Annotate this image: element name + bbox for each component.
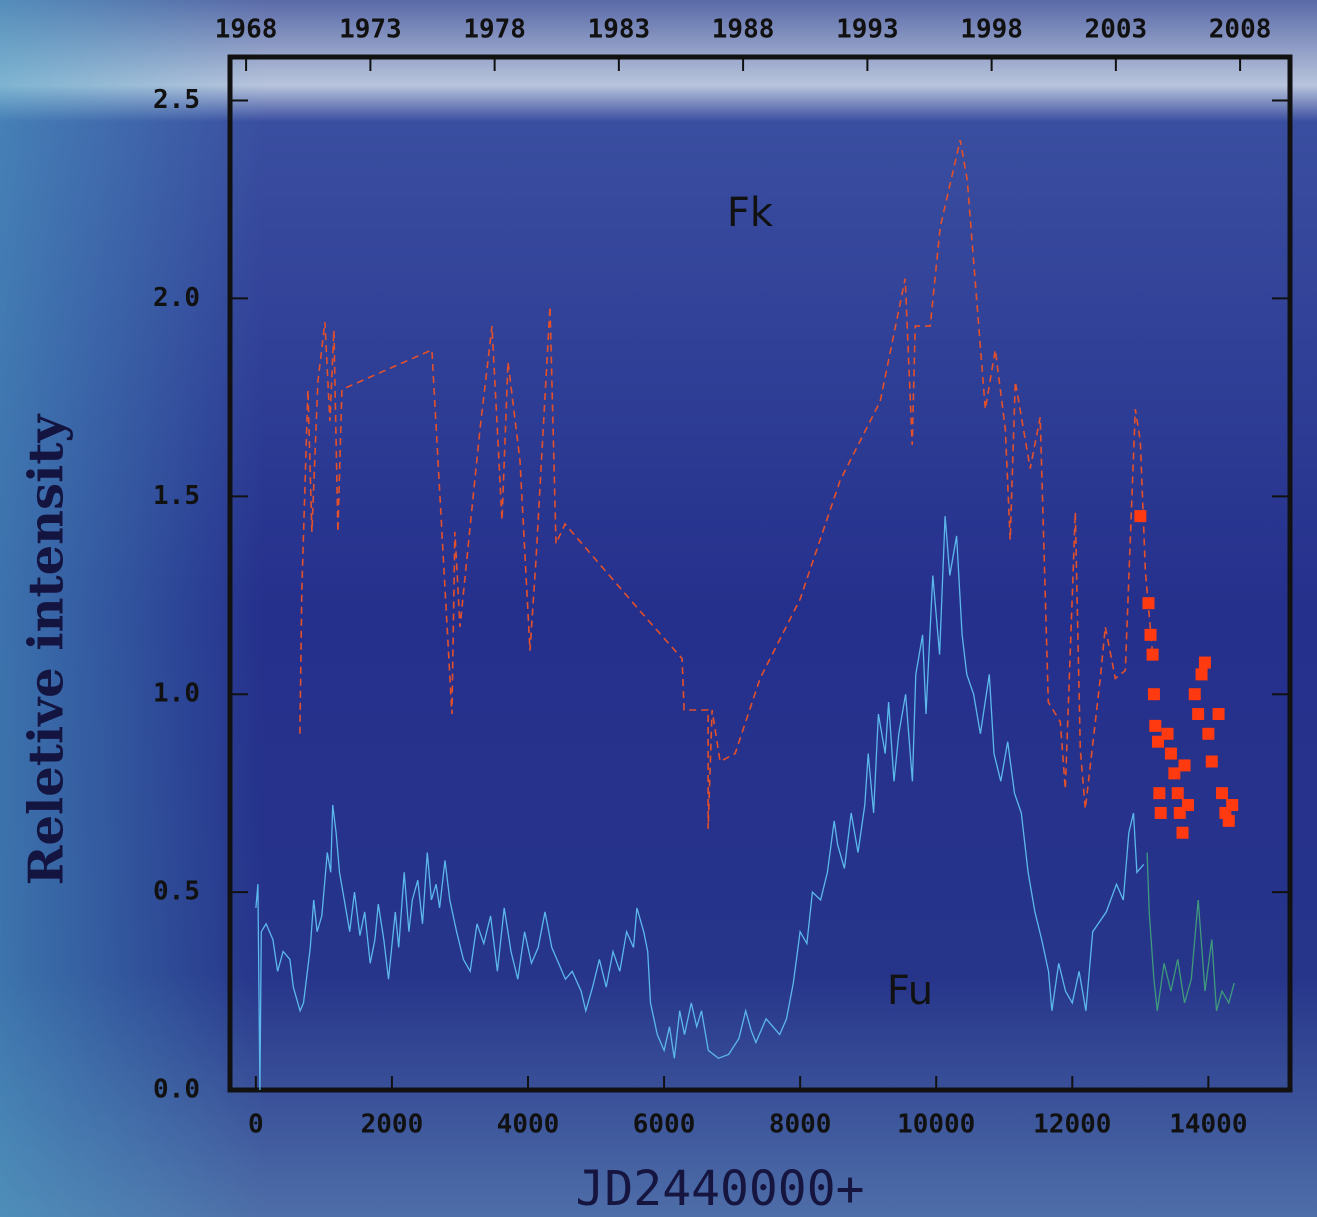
data-point (1144, 628, 1157, 641)
data-point (1202, 727, 1215, 740)
data-point (1178, 759, 1191, 772)
data-point (1205, 755, 1218, 768)
x-tick-label: 2000 (361, 1110, 424, 1140)
data-point (1147, 688, 1160, 701)
data-point (1222, 814, 1235, 827)
x-tick-label: 14000 (1169, 1110, 1247, 1140)
series-line (1146, 852, 1235, 1011)
x-axis-label: JD2440000+ (576, 1161, 865, 1217)
data-point (1161, 727, 1174, 740)
y-tick-label: 0.0 (153, 1075, 200, 1105)
data-point (1164, 747, 1177, 760)
data-point (1153, 787, 1166, 800)
data-point (1181, 799, 1194, 812)
plot-frame (227, 54, 1293, 1093)
x2-tick-label: 1973 (339, 15, 402, 45)
x2-tick-label: 1968 (215, 15, 278, 45)
x2-tick-label: 1988 (712, 15, 775, 45)
data-point (1198, 656, 1211, 669)
y-axis-label: Reletive intensity (19, 412, 75, 885)
data-point (1149, 719, 1162, 732)
x2-tick-label: 1993 (836, 15, 899, 45)
y-tick-label: 1.5 (153, 481, 200, 511)
data-point (1226, 799, 1239, 812)
x-tick-label: 6000 (633, 1110, 696, 1140)
x-tick-label: 10000 (897, 1110, 975, 1140)
y-tick-label: 2.5 (153, 85, 200, 115)
data-point (1146, 648, 1159, 661)
data-point (1188, 688, 1201, 701)
data-point (1215, 787, 1228, 800)
x2-tick-label: 2008 (1209, 15, 1272, 45)
y-tick-label: 1.0 (153, 679, 200, 709)
data-point (1154, 806, 1167, 819)
data-point (1134, 510, 1147, 523)
annotation-fk: Fk (727, 190, 774, 236)
data-point (1168, 767, 1181, 780)
y-tick-label: 0.5 (153, 877, 200, 907)
data-point (1212, 708, 1225, 721)
x2-tick-label: 1978 (463, 15, 526, 45)
data-point (1192, 708, 1205, 721)
data-point (1171, 787, 1184, 800)
data-point (1152, 735, 1165, 748)
y-tick-label: 2.0 (153, 283, 200, 313)
x-tick-label: 12000 (1033, 1110, 1111, 1140)
data-point (1195, 668, 1208, 681)
series-line (299, 139, 1154, 829)
annotation-fu: Fu (887, 968, 933, 1014)
x2-tick-label: 2003 (1085, 15, 1148, 45)
x-tick-label: 0 (248, 1110, 264, 1140)
data-point (1142, 597, 1155, 610)
x-tick-label: 4000 (497, 1110, 560, 1140)
data-point (1176, 826, 1189, 839)
x2-tick-label: 1998 (960, 15, 1023, 45)
series-line (255, 516, 1145, 1091)
x-tick-label: 8000 (769, 1110, 832, 1140)
x2-tick-label: 1983 (588, 15, 651, 45)
